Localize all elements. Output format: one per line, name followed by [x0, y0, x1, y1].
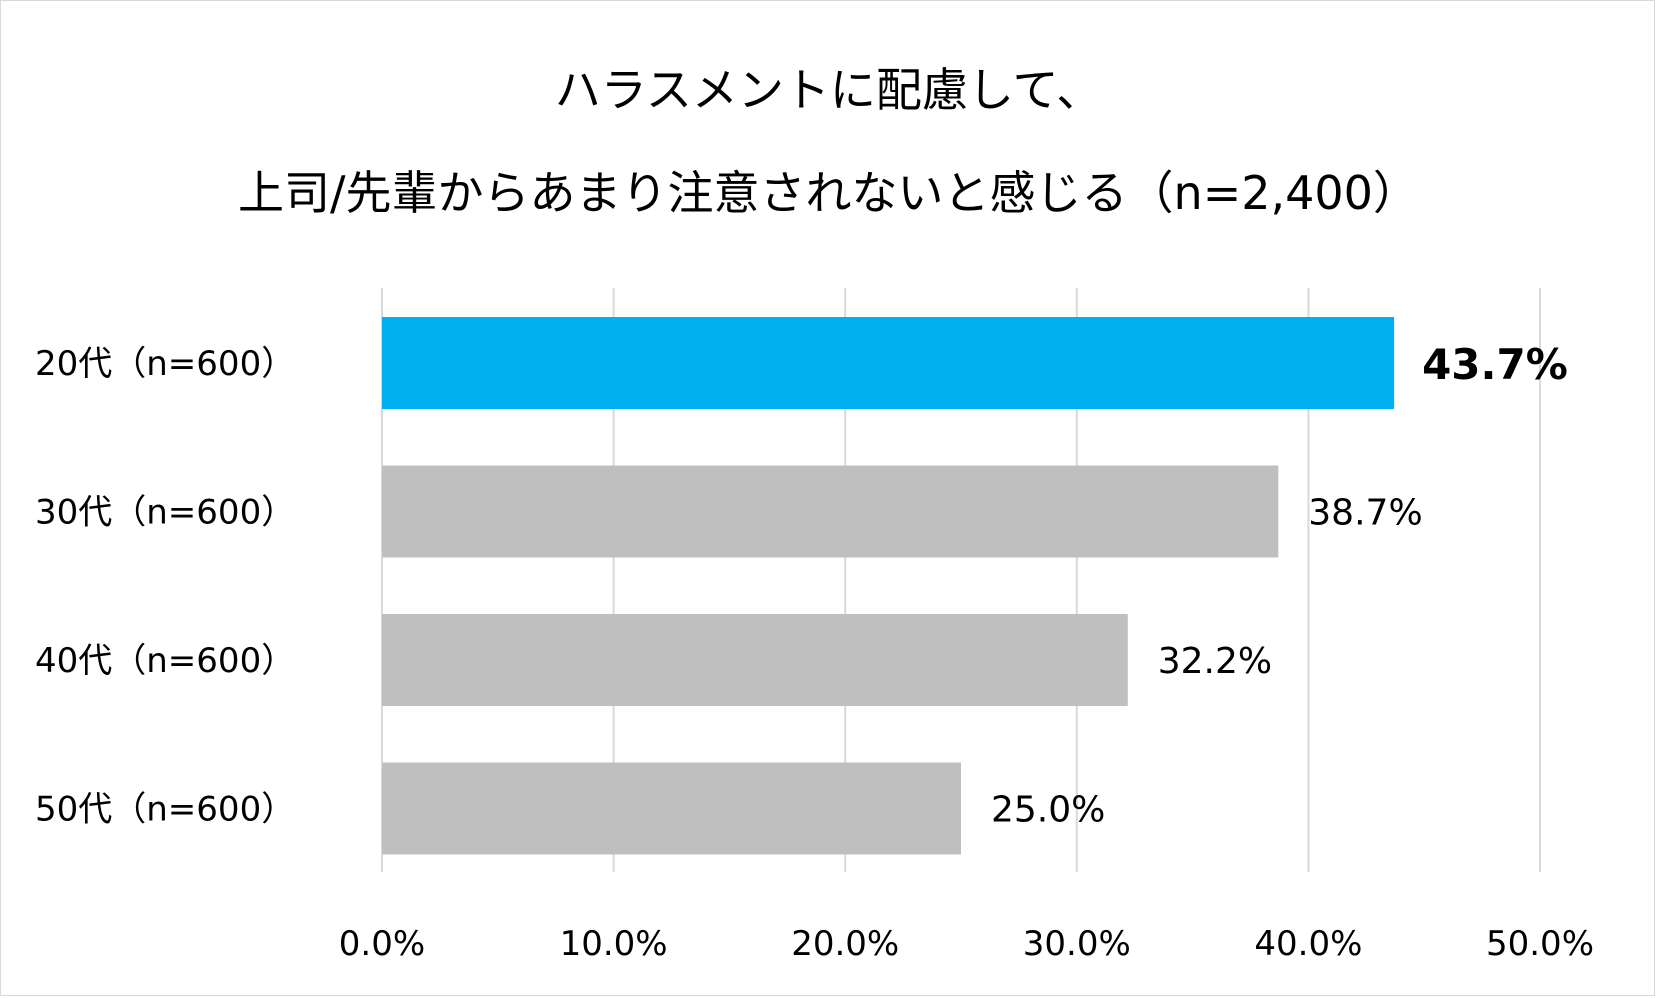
- bar: [382, 762, 961, 855]
- category-label: 30代（n=600）: [35, 493, 295, 533]
- bar: [382, 317, 1395, 409]
- x-tick-label: 10.0%: [560, 924, 668, 964]
- x-tick-label: 30.0%: [1023, 924, 1131, 964]
- category-label: 40代（n=600）: [35, 641, 295, 681]
- category-label: 50代（n=600）: [35, 790, 295, 830]
- bar: [382, 614, 1128, 706]
- x-tick-label: 40.0%: [1254, 924, 1362, 964]
- data-label: 38.7%: [1308, 493, 1422, 534]
- x-tick-label: 20.0%: [791, 924, 899, 964]
- data-label: 25.0%: [991, 790, 1105, 831]
- data-label: 32.2%: [1158, 641, 1272, 682]
- data-label: 43.7%: [1422, 340, 1568, 389]
- chart-title: ハラスメントに配慮して、: [554, 63, 1103, 117]
- x-tick-label: 0.0%: [339, 924, 425, 964]
- x-tick-label: 50.0%: [1486, 924, 1594, 964]
- category-label: 20代（n=600）: [35, 344, 295, 384]
- chart-subtitle: 上司/先輩からあまり注意されないと感じる（n=2,400）: [238, 166, 1419, 220]
- bar: [382, 465, 1279, 558]
